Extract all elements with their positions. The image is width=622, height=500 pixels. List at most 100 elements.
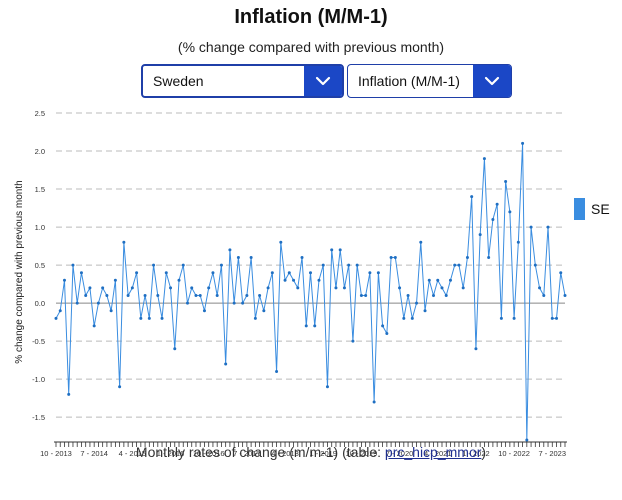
data-point[interactable] <box>495 202 499 206</box>
indicator-select[interactable]: Inflation (M/M-1) <box>347 64 512 98</box>
data-point[interactable] <box>533 263 537 267</box>
data-point[interactable] <box>457 263 461 267</box>
data-point[interactable] <box>432 294 436 298</box>
data-point[interactable] <box>504 179 508 183</box>
data-point[interactable] <box>461 286 465 290</box>
data-point[interactable] <box>512 316 516 320</box>
data-point[interactable] <box>266 286 270 290</box>
data-point[interactable] <box>207 286 211 290</box>
data-point[interactable] <box>198 294 202 298</box>
data-point[interactable] <box>330 248 334 252</box>
data-point[interactable] <box>525 438 529 442</box>
data-point[interactable] <box>126 294 130 298</box>
data-point[interactable] <box>253 316 257 320</box>
data-point[interactable] <box>427 278 431 282</box>
data-point[interactable] <box>300 255 304 259</box>
data-point[interactable] <box>342 286 346 290</box>
data-point[interactable] <box>347 263 351 267</box>
country-select[interactable]: Sweden <box>141 64 344 98</box>
data-point[interactable] <box>62 278 66 282</box>
data-point[interactable] <box>499 316 503 320</box>
data-point[interactable] <box>563 294 567 298</box>
data-point[interactable] <box>321 263 325 267</box>
data-point[interactable] <box>364 294 368 298</box>
data-point[interactable] <box>419 240 423 244</box>
data-point[interactable] <box>156 294 160 298</box>
data-point[interactable] <box>393 255 397 259</box>
data-point[interactable] <box>474 347 478 351</box>
data-point[interactable] <box>245 294 249 298</box>
data-point[interactable] <box>275 370 279 374</box>
data-point[interactable] <box>228 248 232 252</box>
data-point[interactable] <box>516 240 520 244</box>
data-point[interactable] <box>550 316 554 320</box>
data-point[interactable] <box>173 347 177 351</box>
data-point[interactable] <box>521 141 525 145</box>
data-point[interactable] <box>423 309 427 313</box>
chart-legend[interactable]: SE <box>574 198 610 220</box>
data-point[interactable] <box>448 278 452 282</box>
data-point[interactable] <box>440 286 444 290</box>
data-point[interactable] <box>292 278 296 282</box>
data-point[interactable] <box>398 286 402 290</box>
data-point[interactable] <box>143 294 147 298</box>
data-point[interactable] <box>376 271 380 275</box>
data-point[interactable] <box>436 278 440 282</box>
data-point[interactable] <box>482 157 486 161</box>
data-point[interactable] <box>444 294 448 298</box>
data-point[interactable] <box>410 316 414 320</box>
data-point[interactable] <box>177 278 181 282</box>
data-point[interactable] <box>101 286 105 290</box>
data-point[interactable] <box>287 271 291 275</box>
data-point[interactable] <box>236 255 240 259</box>
data-point[interactable] <box>262 309 266 313</box>
data-point[interactable] <box>406 294 410 298</box>
data-point[interactable] <box>169 286 173 290</box>
data-point[interactable] <box>529 225 533 229</box>
data-point[interactable] <box>478 233 482 237</box>
data-point[interactable] <box>211 271 215 275</box>
data-point[interactable] <box>224 362 228 366</box>
data-point[interactable] <box>122 240 126 244</box>
data-point[interactable] <box>334 286 338 290</box>
data-point[interactable] <box>296 286 300 290</box>
data-point[interactable] <box>546 225 550 229</box>
data-point[interactable] <box>270 271 274 275</box>
data-point[interactable] <box>88 286 92 290</box>
data-point[interactable] <box>118 385 122 389</box>
data-point[interactable] <box>559 271 563 275</box>
data-point[interactable] <box>105 294 109 298</box>
data-point[interactable] <box>359 294 363 298</box>
data-point[interactable] <box>487 255 491 259</box>
data-point[interactable] <box>79 271 83 275</box>
data-point[interactable] <box>372 400 376 404</box>
data-point[interactable] <box>381 324 385 328</box>
data-point[interactable] <box>164 271 168 275</box>
data-point[interactable] <box>415 301 419 305</box>
data-point[interactable] <box>232 301 236 305</box>
data-point[interactable] <box>160 316 164 320</box>
data-point[interactable] <box>152 263 156 267</box>
indicator-dropdown-button[interactable] <box>473 65 511 97</box>
data-point[interactable] <box>215 294 219 298</box>
data-point[interactable] <box>338 248 342 252</box>
data-point[interactable] <box>92 324 96 328</box>
data-point[interactable] <box>304 324 308 328</box>
data-point[interactable] <box>470 195 474 199</box>
data-point[interactable] <box>508 210 512 214</box>
data-point[interactable] <box>109 309 113 313</box>
data-point[interactable] <box>313 324 317 328</box>
data-point[interactable] <box>355 263 359 267</box>
data-point[interactable] <box>385 332 389 336</box>
data-point[interactable] <box>67 392 71 396</box>
data-point[interactable] <box>465 255 469 259</box>
data-point[interactable] <box>75 301 79 305</box>
data-point[interactable] <box>542 294 546 298</box>
data-point[interactable] <box>139 316 143 320</box>
data-point[interactable] <box>317 278 321 282</box>
data-point[interactable] <box>202 309 206 313</box>
data-point[interactable] <box>147 316 151 320</box>
table-link[interactable]: prc_hicp_mmor <box>384 444 482 460</box>
data-point[interactable] <box>54 316 58 320</box>
data-point[interactable] <box>249 255 253 259</box>
